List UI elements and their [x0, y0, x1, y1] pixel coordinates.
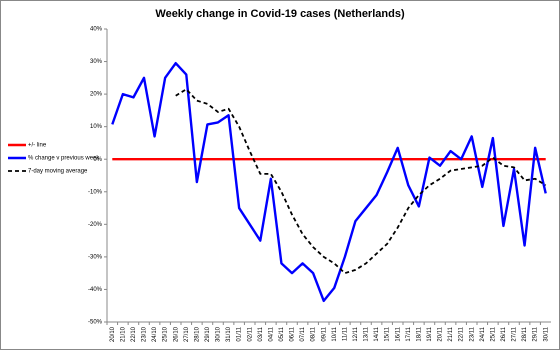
x-tick-label: 22/11	[459, 326, 465, 341]
series-line	[175, 88, 547, 275]
x-tick-label: 04/11	[268, 326, 274, 341]
y-tick-label: -10%	[88, 189, 103, 195]
chart-title: Weekly change in Covid-19 cases (Netherl…	[155, 8, 405, 20]
x-tick-label: 14/11	[374, 326, 380, 341]
x-tick-label: 03/11	[258, 326, 264, 341]
x-tick-label: 26/11	[501, 326, 507, 341]
x-tick-label: 20/11	[438, 326, 444, 341]
y-tick-label: -50%	[88, 320, 103, 326]
x-tick-label: 30/11	[543, 326, 549, 341]
x-tick-label: 21/11	[448, 326, 454, 341]
x-tick-label: 05/11	[279, 326, 285, 341]
y-tick-label: 40%	[90, 27, 103, 33]
x-tick-label: 07/11	[300, 326, 306, 341]
y-tick-label: -20%	[88, 222, 103, 228]
x-tick-label: 17/11	[406, 326, 412, 341]
y-tick-label: 10%	[90, 124, 103, 130]
x-tick-label: 10/11	[332, 326, 338, 341]
x-tick-label: 21/10	[120, 326, 126, 342]
x-tick-label: 25/10	[163, 326, 169, 342]
x-tick-label: 29/11	[533, 326, 539, 341]
x-tick-label: 26/10	[173, 326, 179, 342]
x-tick-label: 24/10	[152, 326, 158, 342]
x-tick-label: 18/11	[416, 326, 422, 341]
legend-label: % change v previous week	[28, 156, 100, 162]
x-tick-label: 24/11	[480, 326, 486, 341]
x-tick-label: 28/11	[522, 326, 528, 341]
x-tick-label: 31/10	[226, 326, 232, 342]
x-tick-label: 08/11	[311, 326, 317, 341]
x-tick-label: 16/11	[395, 326, 401, 341]
x-tick-label: 30/10	[216, 326, 222, 342]
y-tick-label: -40%	[88, 287, 103, 293]
x-tick-label: 23/11	[469, 326, 475, 341]
x-tick-label: 12/11	[353, 326, 359, 341]
x-tick-label: 23/10	[142, 326, 148, 342]
x-tick-label: 01/11	[237, 326, 243, 341]
x-tick-label: 25/11	[490, 326, 496, 341]
x-tick-label: 13/11	[364, 326, 370, 341]
x-tick-label: 20/10	[110, 326, 116, 342]
series-line	[111, 61, 547, 303]
legend-label: 7-day moving average	[28, 169, 88, 175]
legend-label: +/- line	[28, 143, 47, 149]
x-tick-label: 28/10	[194, 326, 200, 342]
x-tick-label: 06/11	[290, 326, 296, 341]
x-tick-label: 15/11	[385, 326, 391, 341]
x-tick-label: 29/10	[205, 326, 211, 342]
x-tick-label: 11/11	[342, 326, 348, 341]
x-tick-label: 22/10	[131, 326, 137, 342]
x-tick-label: 27/11	[512, 326, 518, 341]
y-tick-label: 0%	[93, 157, 102, 163]
x-tick-label: 02/11	[247, 326, 253, 341]
y-tick-label: -30%	[88, 254, 103, 260]
x-tick-label: 27/10	[184, 326, 190, 342]
y-tick-label: 30%	[90, 59, 103, 65]
x-tick-label: 09/11	[321, 326, 327, 341]
y-tick-label: 20%	[90, 92, 103, 98]
x-tick-label: 19/11	[427, 326, 433, 341]
